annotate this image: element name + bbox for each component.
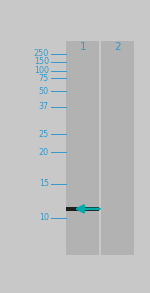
Bar: [101, 41, 134, 255]
Text: 25: 25: [39, 130, 49, 139]
Text: 100: 100: [34, 66, 49, 75]
Text: 37: 37: [39, 103, 49, 111]
Text: 15: 15: [39, 179, 49, 188]
Text: 2: 2: [114, 42, 121, 52]
Bar: [66, 207, 99, 211]
Text: 75: 75: [39, 74, 49, 83]
Text: 50: 50: [39, 87, 49, 96]
Text: 1: 1: [79, 42, 86, 52]
Text: 250: 250: [34, 49, 49, 58]
Text: 150: 150: [34, 57, 49, 66]
Text: 20: 20: [39, 148, 49, 157]
Bar: [66, 41, 99, 255]
Bar: [66, 208, 99, 209]
Text: 10: 10: [39, 213, 49, 222]
